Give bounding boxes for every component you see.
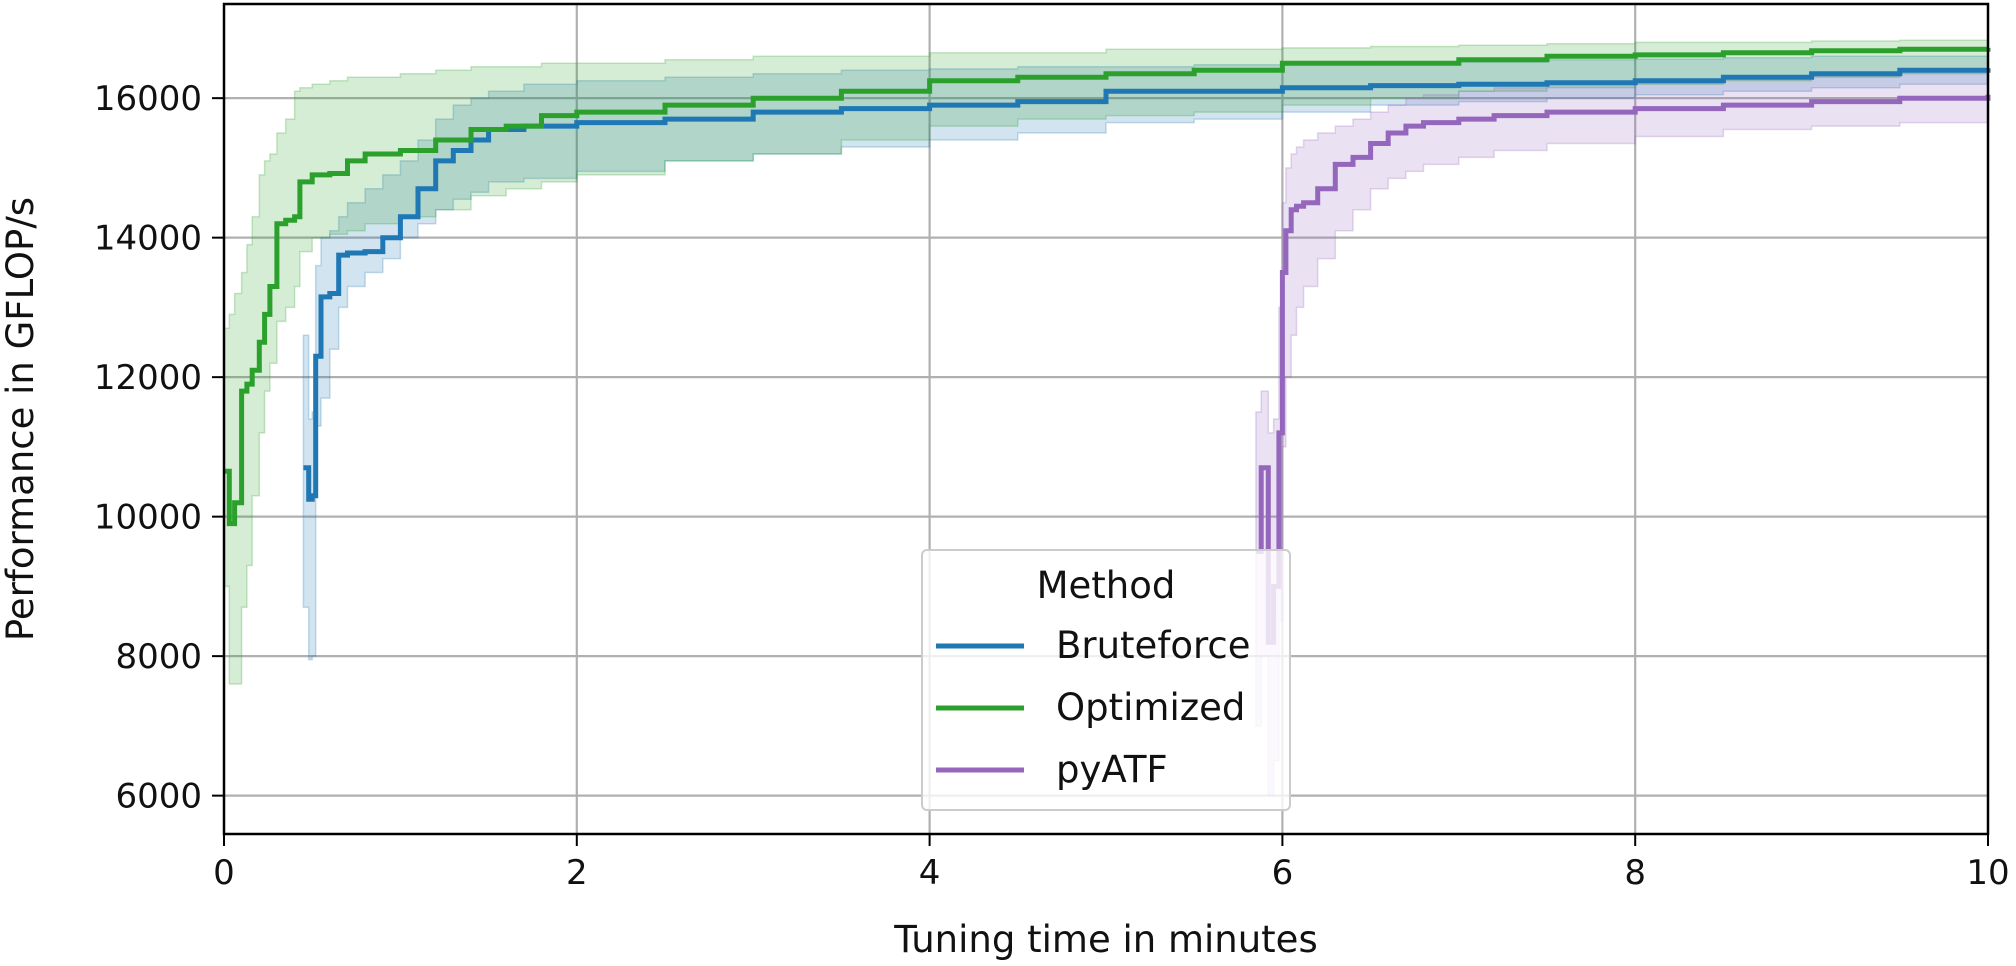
series-line-pyatf	[1255, 94, 1991, 645]
y-axis-ticks: 6000 8000 10000 12000 14000 16000	[94, 79, 224, 817]
legend-label-optimized: Optimized	[1056, 686, 1245, 729]
y-tick-label-10000: 10000	[94, 498, 202, 538]
x-tick-label-6: 6	[1272, 853, 1294, 893]
band-bruteforce	[302, 54, 1989, 661]
legend-title: Method	[1037, 564, 1176, 607]
legend-box	[921, 549, 1291, 811]
x-tick-label-8: 8	[1624, 853, 1646, 893]
y-tick-label-6000: 6000	[115, 777, 202, 817]
x-tick-label-2: 2	[566, 853, 588, 893]
x-axis-ticks: 0 2 4 6 8 10	[213, 834, 2010, 893]
y-tick-label-8000: 8000	[115, 637, 202, 677]
x-tick-label-0: 0	[213, 853, 235, 893]
plot-frame	[222, 2, 1990, 836]
y-tick-label-16000: 16000	[94, 79, 202, 119]
series-line-bruteforce	[303, 67, 1991, 502]
y-tick-label-14000: 14000	[94, 219, 202, 259]
y-axis-label: Performance in GFLOP/s	[0, 197, 42, 641]
x-axis-label: Tuning time in minutes	[893, 918, 1317, 961]
series-line-optimized	[224, 46, 1991, 527]
band-optimized	[223, 38, 1989, 685]
legend-items: Bruteforce Optimized pyATF	[936, 624, 1251, 791]
legend: Method Bruteforce Optimized pyATF	[921, 549, 1291, 811]
legend-label-bruteforce: Bruteforce	[1056, 624, 1251, 667]
x-tick-label-4: 4	[919, 853, 941, 893]
y-tick-label-12000: 12000	[94, 358, 202, 398]
x-tick-label-10: 10	[1966, 853, 2009, 893]
legend-label-pyatf: pyATF	[1056, 748, 1168, 791]
series-lines	[224, 46, 1991, 645]
